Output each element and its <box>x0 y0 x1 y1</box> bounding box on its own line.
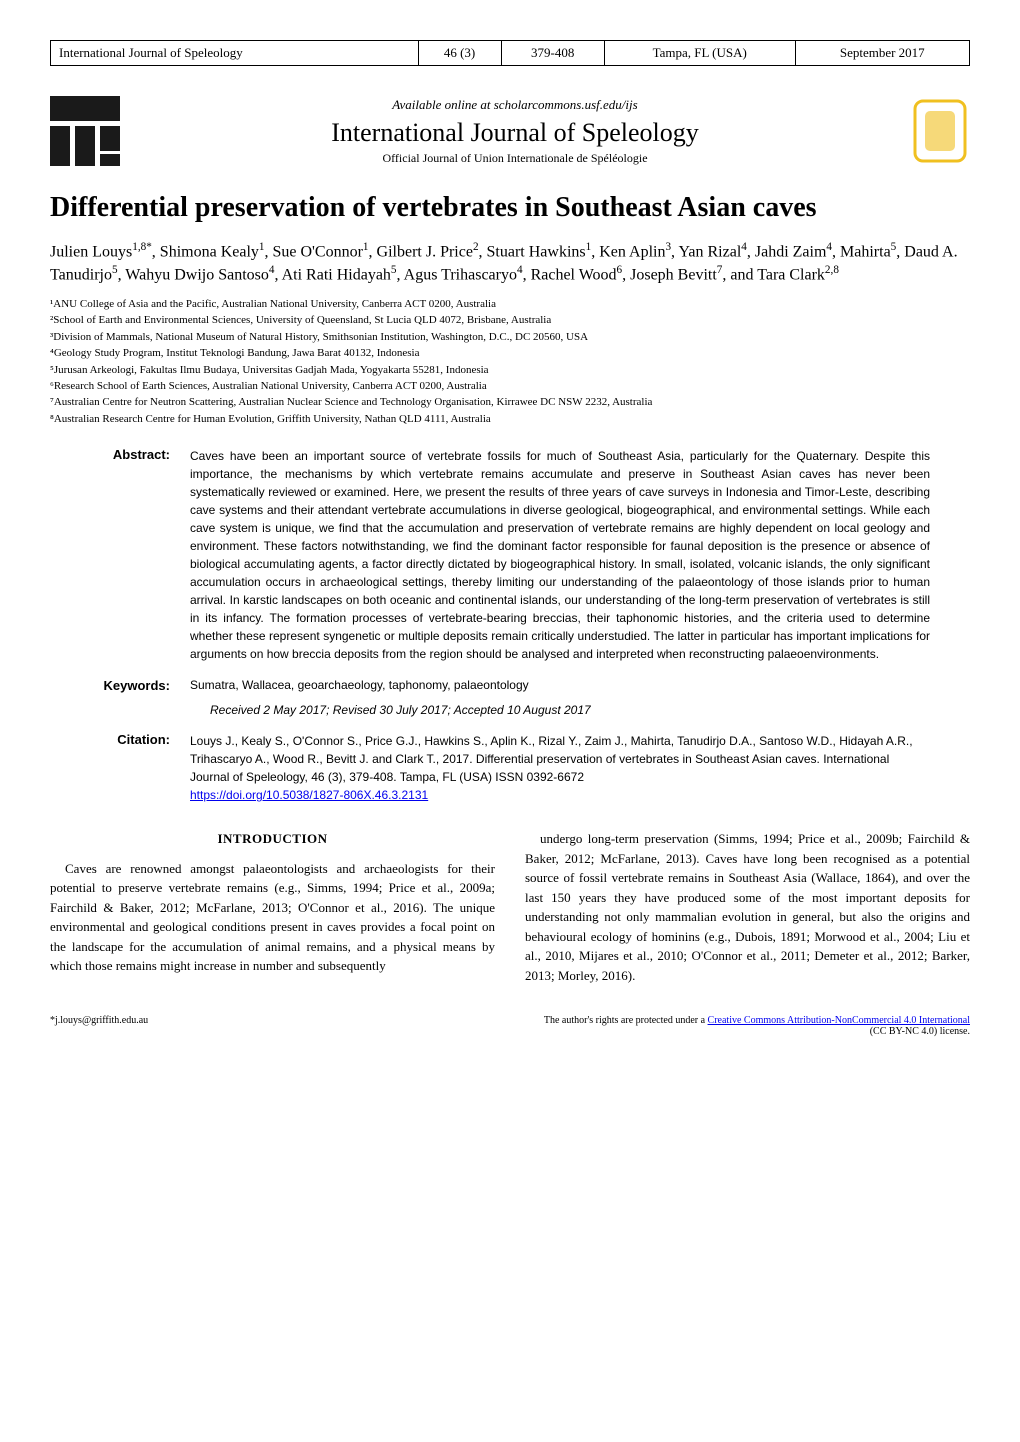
authors-list: Julien Louys1,8*, Shimona Kealy1, Sue O'… <box>50 240 970 287</box>
citation-text: Louys J., Kealy S., O'Connor S., Price G… <box>190 732 930 804</box>
publisher-logo-icon <box>50 96 120 166</box>
journal-banner: Available online at scholarcommons.usf.e… <box>50 96 970 166</box>
column-right: undergo long-term preservation (Simms, 1… <box>525 829 970 985</box>
keywords-text: Sumatra, Wallacea, geoarchaeology, tapho… <box>190 678 529 693</box>
introduction-heading: INTRODUCTION <box>50 829 495 849</box>
journal-name-title: International Journal of Speleology <box>140 118 890 148</box>
banner-text-block: Available online at scholarcommons.usf.e… <box>120 97 910 166</box>
available-online-text: Available online at scholarcommons.usf.e… <box>140 97 890 113</box>
doi-link[interactable]: https://doi.org/10.5038/1827-806X.46.3.2… <box>190 788 428 802</box>
header-pages: 379-408 <box>501 41 604 66</box>
affiliation-line: ⁸Australian Research Centre for Human Ev… <box>50 412 970 427</box>
header-volume: 46 (3) <box>418 41 501 66</box>
page-footer: *j.louys@griffith.edu.au The author's ri… <box>50 1015 970 1037</box>
received-dates: Received 2 May 2017; Revised 30 July 201… <box>50 703 970 717</box>
article-title: Differential preservation of vertebrates… <box>50 191 970 225</box>
keywords-label: Keywords: <box>90 678 190 693</box>
society-logo-icon <box>910 96 970 166</box>
header-journal: International Journal of Speleology <box>51 41 419 66</box>
introduction-text-right: undergo long-term preservation (Simms, 1… <box>525 829 970 985</box>
body-columns: INTRODUCTION Caves are renowned amongst … <box>50 829 970 985</box>
citation-label: Citation: <box>90 732 190 804</box>
affiliation-line: ²School of Earth and Environmental Scien… <box>50 313 970 328</box>
cc-license-link[interactable]: Creative Commons Attribution-NonCommerci… <box>708 1015 970 1026</box>
introduction-text-left: Caves are renowned amongst palaeontologi… <box>50 859 495 976</box>
header-date: September 2017 <box>795 41 969 66</box>
affiliation-line: ⁴Geology Study Program, Institut Teknolo… <box>50 346 970 361</box>
header-location: Tampa, FL (USA) <box>604 41 795 66</box>
license-suffix: (CC BY-NC 4.0) license. <box>870 1026 970 1037</box>
abstract-text: Caves have been an important source of v… <box>190 447 930 663</box>
abstract-section: Abstract: Caves have been an important s… <box>50 447 970 663</box>
affiliation-line: ⁶Research School of Earth Sciences, Aust… <box>50 379 970 394</box>
column-left: INTRODUCTION Caves are renowned amongst … <box>50 829 495 985</box>
affiliations-list: ¹ANU College of Asia and the Pacific, Au… <box>50 297 970 427</box>
keywords-section: Keywords: Sumatra, Wallacea, geoarchaeol… <box>50 678 970 693</box>
citation-section: Citation: Louys J., Kealy S., O'Connor S… <box>50 732 970 804</box>
affiliation-line: ¹ANU College of Asia and the Pacific, Au… <box>50 297 970 312</box>
affiliation-line: ³Division of Mammals, National Museum of… <box>50 330 970 345</box>
abstract-label: Abstract: <box>90 447 190 663</box>
license-text: The author's rights are protected under … <box>544 1015 970 1037</box>
official-journal-text: Official Journal of Union Internationale… <box>140 151 890 166</box>
affiliation-line: ⁷Australian Centre for Neutron Scatterin… <box>50 395 970 410</box>
corresponding-email: *j.louys@griffith.edu.au <box>50 1015 148 1037</box>
citation-body: Louys J., Kealy S., O'Connor S., Price G… <box>190 734 913 784</box>
affiliation-line: ⁵Jurusan Arkeologi, Fakultas Ilmu Budaya… <box>50 363 970 378</box>
header-info-table: International Journal of Speleology 46 (… <box>50 40 970 66</box>
rights-prefix: The author's rights are protected under … <box>544 1015 708 1026</box>
